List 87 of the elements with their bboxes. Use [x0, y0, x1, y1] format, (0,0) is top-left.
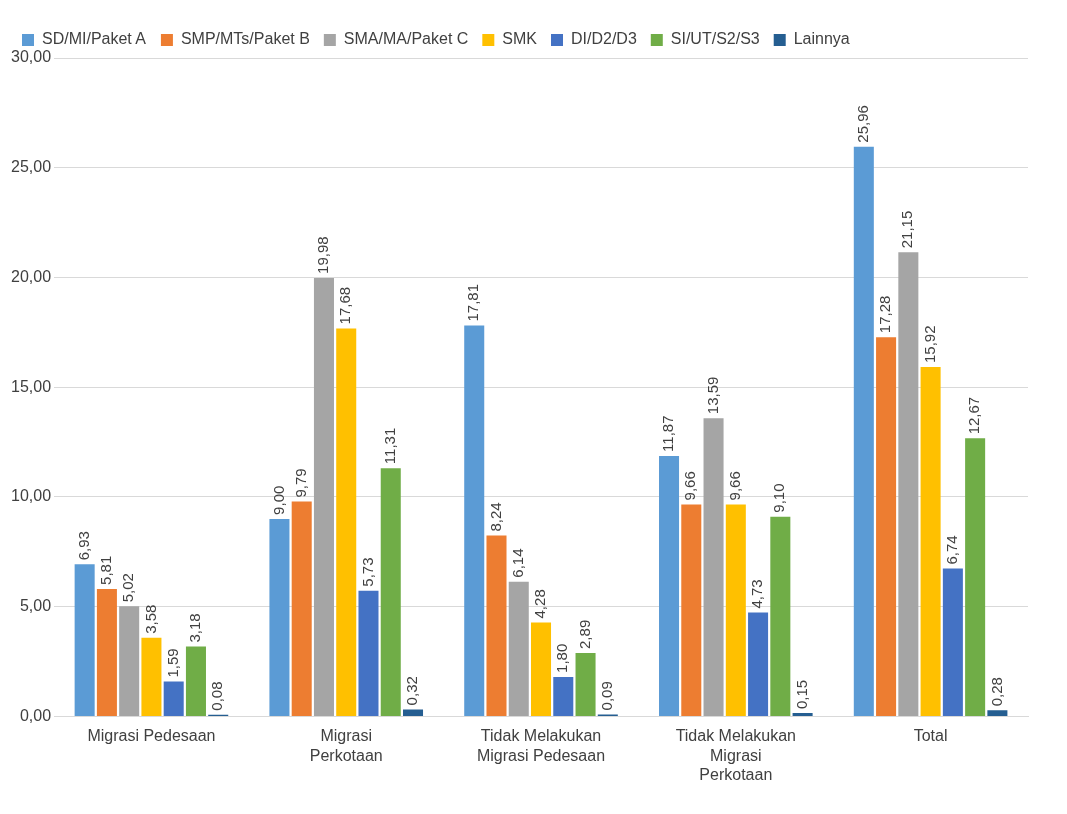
bar [681, 504, 702, 716]
bar [703, 418, 724, 716]
y-tick-label: 20,00 [10, 267, 52, 285]
bar [141, 637, 162, 716]
data-label: 19,98 [314, 236, 332, 274]
x-tick-label: Migrasi Perkotaan [309, 727, 383, 764]
bar [119, 606, 140, 716]
data-label: 11,31 [380, 427, 398, 465]
data-label: 4,73 [748, 579, 766, 609]
y-tick-label: 25,00 [10, 158, 52, 176]
bar [987, 710, 1008, 716]
bar [291, 501, 312, 716]
data-label: 0,08 [208, 681, 226, 711]
data-label: 6,93 [74, 531, 92, 561]
bar [553, 676, 574, 716]
bar [942, 568, 963, 716]
bar [358, 590, 379, 716]
data-label: 2,89 [575, 619, 593, 649]
data-label: 8,24 [486, 502, 504, 532]
y-tick-label: 0,00 [19, 706, 52, 724]
data-label: 5,02 [119, 573, 137, 603]
data-label: 9,66 [681, 471, 699, 501]
bar [313, 277, 334, 716]
data-label: 1,59 [163, 648, 181, 678]
bar [575, 652, 596, 716]
x-tick-label: Migrasi Pedesaan [87, 727, 216, 745]
bar [486, 535, 507, 716]
bar [876, 337, 897, 716]
data-label: 17,68 [336, 286, 354, 325]
x-tick-label: Total [913, 727, 948, 745]
data-label: 0,32 [403, 676, 421, 706]
bar [748, 612, 769, 716]
legend-label: SMP/MTs/Paket B [180, 30, 310, 48]
data-label: 4,28 [531, 589, 549, 619]
legend-label: DI/D2/D3 [570, 30, 637, 48]
bar [336, 328, 357, 716]
bar [96, 588, 117, 716]
data-label: 5,81 [97, 555, 115, 585]
data-label: 12,67 [965, 396, 983, 435]
data-label: 1,80 [553, 643, 571, 673]
data-label: 9,00 [269, 485, 287, 515]
data-label: 5,73 [358, 557, 376, 587]
bar [792, 713, 813, 716]
y-tick-label: 10,00 [10, 487, 52, 505]
bar [163, 681, 184, 716]
bar [74, 564, 95, 716]
y-tick-label: 5,00 [19, 597, 52, 615]
bar [269, 518, 290, 716]
legend-label: SMA/MA/Paket C [343, 30, 469, 48]
data-label: 6,74 [943, 535, 961, 565]
bar [965, 438, 986, 716]
data-label: 3,18 [186, 613, 204, 643]
data-label: 15,92 [920, 325, 938, 364]
bar [380, 468, 401, 716]
x-tick-label: Tidak Melakukan Migrasi Pedesaan [476, 727, 606, 764]
bar [403, 709, 424, 716]
bar [898, 252, 919, 716]
bar [508, 581, 529, 716]
data-label: 0,15 [792, 679, 810, 710]
y-tick-label: 15,00 [10, 377, 52, 395]
data-label: 13,59 [703, 376, 721, 415]
bar [725, 504, 746, 716]
bar [185, 646, 206, 716]
data-label: 0,09 [597, 681, 615, 711]
bar [659, 455, 680, 716]
legend-label: SI/UT/S2/S3 [670, 30, 760, 48]
data-label: 6,14 [508, 548, 526, 578]
data-label: 11,87 [659, 415, 677, 452]
data-label: 17,28 [876, 295, 894, 334]
bar [920, 367, 941, 716]
legend-label: Lainnya [793, 30, 850, 48]
data-label: 0,28 [987, 677, 1005, 707]
data-label: 21,15 [898, 210, 916, 249]
data-label: 9,10 [770, 483, 788, 513]
data-label: 25,96 [853, 105, 871, 143]
legend-label: SD/MI/Paket A [42, 30, 147, 48]
bar [464, 325, 485, 716]
bar [853, 146, 874, 716]
data-label: 3,58 [141, 604, 159, 634]
data-label: 9,66 [725, 471, 743, 501]
data-label: 9,79 [291, 468, 309, 498]
y-tick-label: 30,00 [10, 48, 52, 66]
x-tick-label: Tidak Melakukan Migrasi Perkotaan [675, 727, 796, 783]
legend-label: SMK [502, 30, 538, 48]
bar [770, 516, 791, 716]
data-label: 17,81 [464, 283, 482, 322]
bar [531, 622, 552, 716]
